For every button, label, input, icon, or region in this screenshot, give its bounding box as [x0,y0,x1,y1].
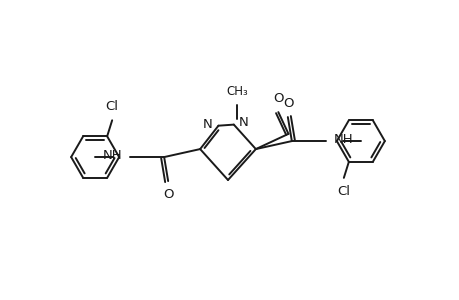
Text: N: N [202,118,212,131]
Text: Cl: Cl [336,185,350,198]
Text: O: O [283,97,293,110]
Text: NH: NH [333,133,353,146]
Text: Cl: Cl [106,100,118,113]
Text: O: O [162,188,173,201]
Text: N: N [238,116,248,129]
Text: O: O [273,92,283,105]
Text: CH₃: CH₃ [225,85,247,98]
Text: NH: NH [102,148,122,162]
